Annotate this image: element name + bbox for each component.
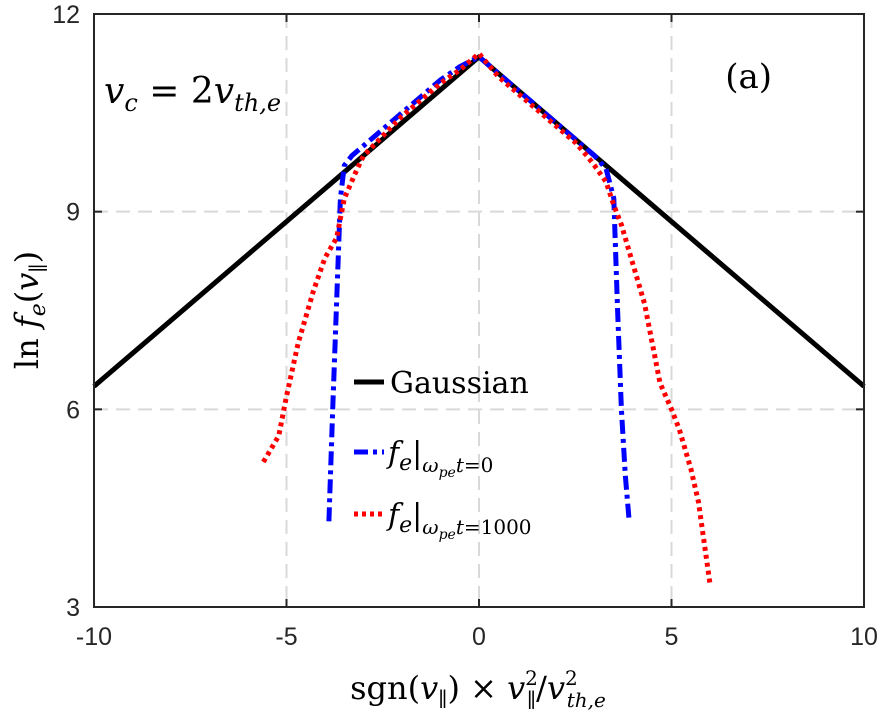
y-tick-label: 12: [52, 1, 80, 29]
x-axis-label: sgn(v∥) × v2 ∥/v2 th,e: [350, 666, 606, 712]
grid-lines: [94, 14, 864, 607]
series-lines: [92, 51, 866, 585]
y-tick-label: 3: [66, 594, 80, 622]
annotation-vc: vc = 2vth,e: [104, 71, 281, 117]
tick-marks: [93, 13, 865, 608]
legend-label-t1000: fe|ωpet=1000: [386, 498, 532, 543]
y-tick-label: 9: [66, 199, 80, 227]
legend-label-t0: fe|ωpet=0: [386, 436, 493, 481]
y-tick-label: 6: [66, 396, 80, 424]
x-tick-label: 0: [472, 623, 486, 651]
x-tick-label: 5: [665, 623, 679, 651]
x-tick-label: 10: [850, 623, 878, 651]
legend: Gaussian fe|ωpet=0 fe|ωpet=1000: [354, 366, 532, 543]
x-tick-label: -10: [76, 623, 112, 651]
y-axis-label: ln fe(v∥): [8, 251, 51, 369]
tick-labels: -10 -5 0 5 10 3 6 9 12: [52, 1, 878, 651]
series-t1000: [261, 51, 713, 585]
legend-label-gaussian: Gaussian: [390, 366, 529, 401]
panel-label: (a): [725, 57, 772, 97]
x-tick-label: -5: [275, 623, 297, 651]
series-t0: [326, 54, 632, 522]
